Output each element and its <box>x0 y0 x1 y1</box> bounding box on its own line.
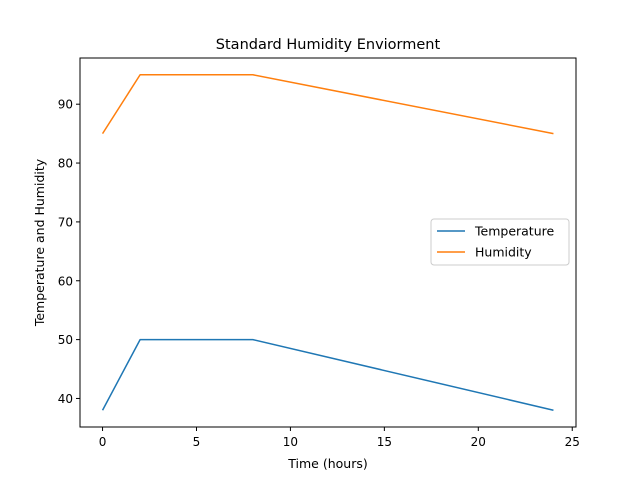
series-line-humidity <box>101 74 554 135</box>
x-axis-label: Time (hours) <box>287 456 367 471</box>
x-tick-label: 0 <box>99 435 107 449</box>
legend-label-temperature: Temperature <box>474 224 554 239</box>
y-tick-label: 70 <box>58 215 73 229</box>
x-tick-label: 15 <box>377 435 392 449</box>
y-axis-ticks: 40 50 60 70 80 90 <box>58 98 80 406</box>
legend: Temperature Humidity <box>430 218 570 266</box>
y-axis-label: Temperature and Humidity <box>32 158 47 327</box>
x-tick-label: 5 <box>193 435 201 449</box>
x-axis-ticks: 0 5 10 15 20 25 <box>99 427 580 449</box>
legend-label-humidity: Humidity <box>475 245 532 260</box>
y-tick-label: 40 <box>58 392 73 406</box>
y-tick-label: 90 <box>58 98 73 112</box>
chart-title: Standard Humidity Enviorment <box>216 37 441 53</box>
x-tick-label: 10 <box>283 435 298 449</box>
series-line-temperature <box>101 338 554 411</box>
x-tick-label: 25 <box>565 435 580 449</box>
y-tick-label: 50 <box>58 333 73 347</box>
series-layer <box>101 74 554 411</box>
legend-frame <box>430 218 570 266</box>
x-tick-label: 20 <box>471 435 486 449</box>
y-tick-label: 60 <box>58 274 73 288</box>
plot-frame <box>79 57 577 428</box>
y-tick-label: 80 <box>58 157 73 171</box>
plot-area <box>79 57 577 428</box>
